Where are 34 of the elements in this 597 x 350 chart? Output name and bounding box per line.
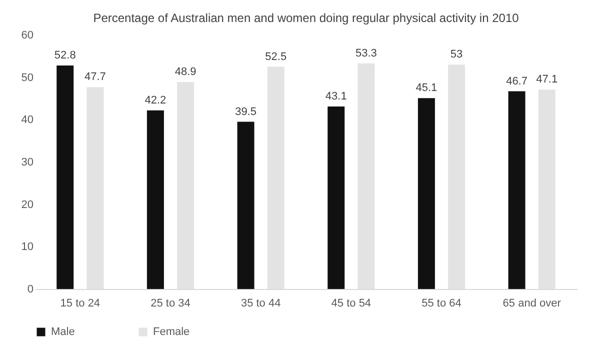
data-label: 52.5 — [265, 50, 287, 63]
bar — [146, 110, 164, 289]
x-tick-label: 55 to 64 — [422, 298, 462, 310]
x-tick-label: 65 and over — [502, 298, 562, 310]
data-label: 47.7 — [84, 71, 106, 84]
bar — [328, 106, 345, 289]
data-label: 46.7 — [506, 75, 528, 88]
bar — [418, 98, 435, 289]
data-label: 48.9 — [174, 66, 196, 78]
x-tick-label: 25 to 34 — [150, 298, 190, 310]
bar — [237, 122, 254, 289]
data-label: 43.1 — [325, 90, 347, 103]
bar — [508, 91, 526, 289]
y-tick-label: 10 — [21, 241, 34, 254]
data-label: 53.3 — [356, 47, 377, 60]
bar — [56, 65, 74, 289]
y-tick-label: 20 — [21, 198, 34, 211]
legend-label: Male — [51, 326, 75, 338]
y-tick-label: 60 — [21, 30, 34, 42]
data-label: 39.5 — [235, 106, 256, 118]
y-tick-label: 50 — [21, 72, 34, 84]
data-label: 42.2 — [144, 94, 166, 106]
data-label: 45.1 — [416, 82, 438, 94]
y-tick-label: 30 — [21, 156, 34, 168]
x-tick-label: 15 to 24 — [60, 298, 100, 310]
y-tick-label: 0 — [27, 284, 34, 296]
data-label: 53 — [450, 48, 463, 61]
x-tick-label: 35 to 44 — [240, 298, 281, 310]
data-label: 47.1 — [536, 74, 558, 86]
data-label: 52.8 — [54, 49, 76, 62]
y-tick-label: 40 — [21, 114, 34, 126]
legend-label: Female — [153, 326, 190, 338]
chart-title: Percentage of Australian men and women doing regular physical activity in 2010 — [93, 11, 520, 25]
x-tick-label: 45 to 54 — [331, 298, 372, 310]
